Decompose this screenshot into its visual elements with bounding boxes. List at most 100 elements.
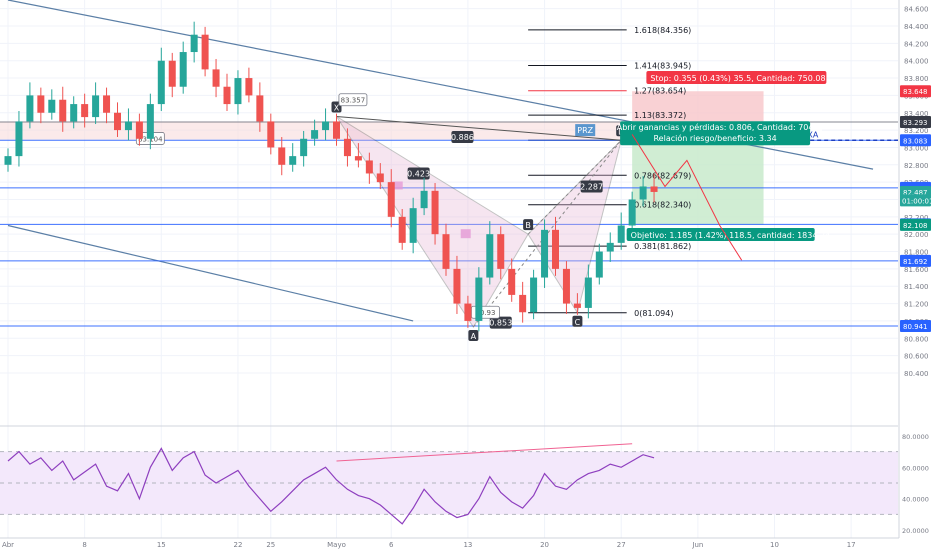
candle-body <box>59 99 67 122</box>
candle-body <box>486 234 494 278</box>
pattern-point-label: A <box>471 332 477 341</box>
fib-level-label: 1.27(83.654) <box>634 87 686 96</box>
candle-body <box>322 121 330 131</box>
countdown-label: 01:00:01 <box>902 197 932 205</box>
candle-body <box>48 99 56 113</box>
y-tick-label: 82.000 <box>904 231 929 239</box>
candle-body <box>4 156 12 165</box>
candle-body <box>333 121 340 139</box>
pattern-bcd-triangle <box>527 138 623 315</box>
price-badge-label: 83.293 <box>903 119 928 127</box>
ratio-label: 2.287 <box>580 182 603 191</box>
prz-label: PRZ <box>577 126 593 135</box>
candle-body <box>497 234 505 269</box>
y-tick-label: 83.200 <box>904 127 929 135</box>
candle-body <box>135 121 143 139</box>
candle-body <box>114 112 121 131</box>
x-tick-label: 8 <box>82 541 86 549</box>
y-tick-label: 81.600 <box>904 266 929 274</box>
trade-position[interactable]: Stop: 0.355 (0.43%) 35.5, Cantidad: 750.… <box>617 71 830 261</box>
candle-body <box>409 208 417 243</box>
x-tick-label: 13 <box>463 541 472 549</box>
x-tick-label: 15 <box>157 541 166 549</box>
price-badge-label: 82.108 <box>903 222 928 230</box>
fib-level-label: 0(81.094) <box>634 309 673 318</box>
candle-body <box>508 268 516 295</box>
y-tick-label: 80.400 <box>904 370 929 378</box>
price-badge-label: 83.648 <box>903 88 928 96</box>
candle-body <box>639 186 647 200</box>
candle-body <box>343 138 351 157</box>
candle-body <box>573 303 581 308</box>
candle-body <box>628 199 636 226</box>
candle-body <box>387 182 395 217</box>
price-badge <box>900 218 931 231</box>
candle-body <box>365 160 373 174</box>
price-badge-label: 81.692 <box>903 258 928 266</box>
candle-body <box>453 268 461 304</box>
candle-body <box>234 78 242 105</box>
fib-level-label: 1.13(83.372) <box>634 111 686 120</box>
x-tick-label: 6 <box>389 541 394 549</box>
ratio-badge <box>580 180 603 193</box>
price-badge-label: 80.941 <box>903 323 928 331</box>
candle-body <box>431 190 439 235</box>
pattern-point-badge <box>468 329 479 341</box>
candle-body <box>541 229 549 278</box>
candle-body <box>168 60 176 87</box>
candle-body <box>552 229 559 269</box>
candle-body <box>256 95 264 122</box>
rsi-divergence-line <box>336 443 633 462</box>
candle-body <box>650 186 658 192</box>
candle-body <box>398 216 406 243</box>
candle-body <box>584 277 592 308</box>
rsi-line <box>7 447 655 525</box>
pattern-xd-line <box>336 115 622 141</box>
rsi-tick-label: 60.0000 <box>902 464 929 472</box>
y-tick-label: 84.600 <box>904 6 929 14</box>
x-tick-label: 22 <box>233 541 242 549</box>
price-badge <box>900 254 931 267</box>
annotation-box <box>338 93 368 107</box>
candle-body <box>124 121 132 131</box>
annotation-label: 80.93 <box>475 309 495 317</box>
prz-badge <box>575 124 596 137</box>
candle-body <box>267 121 275 148</box>
stop-zone <box>632 91 764 123</box>
fib-level-label: 1.618(84.356) <box>634 26 691 35</box>
candle-body <box>376 173 384 183</box>
fib-level-label: 1.414(83.945) <box>634 61 691 70</box>
candle-body <box>201 34 209 70</box>
candle-body <box>179 52 187 87</box>
x-tick-label: 20 <box>540 541 549 549</box>
price-badge <box>900 320 931 333</box>
candle-body <box>92 95 100 118</box>
y-tick-label: 83.400 <box>904 110 929 118</box>
candle-body <box>278 147 286 165</box>
candle-body <box>223 86 231 105</box>
rsi-panel <box>0 443 898 525</box>
candle-body <box>81 104 89 118</box>
candle-body <box>190 34 198 53</box>
ratio-badge <box>451 131 474 144</box>
candle-body <box>464 303 472 321</box>
ratio-label: 0.853 <box>489 319 512 328</box>
candle-body <box>530 277 538 313</box>
price-badge <box>900 116 931 129</box>
x-tick-label: Mayo <box>327 541 346 549</box>
y-tick-label: 84.400 <box>904 23 929 31</box>
y-tick-label: 83.800 <box>904 75 929 83</box>
fib-level-label: 0.381(81.862) <box>634 242 691 251</box>
target-label-bg <box>626 228 815 242</box>
pivot-marker <box>460 229 471 239</box>
stop-label-bg <box>646 71 827 85</box>
candle-body <box>442 234 450 269</box>
pattern-point-label: C <box>575 318 581 327</box>
x-tick-label: 10 <box>770 541 779 549</box>
candle-body <box>420 190 428 209</box>
ratio-badge <box>489 316 512 329</box>
candle-body <box>519 294 527 313</box>
y-tick-label: 82.800 <box>904 162 929 170</box>
